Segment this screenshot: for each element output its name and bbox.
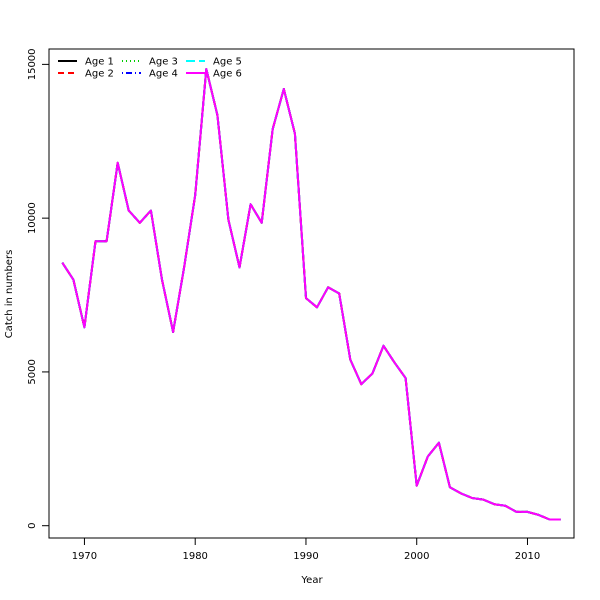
legend-label-age-3: Age 3 bbox=[149, 57, 178, 68]
y-tick-label: 5000 bbox=[27, 359, 38, 384]
plot-frame bbox=[48, 48, 575, 539]
x-tick-label: 1990 bbox=[293, 551, 318, 562]
series-layer bbox=[61, 68, 561, 521]
x-tick-label: 2000 bbox=[404, 551, 429, 562]
y-axis-label: Catch in numbers bbox=[4, 250, 15, 339]
x-tick-label: 1970 bbox=[72, 551, 97, 562]
series-line-age-5 bbox=[61, 68, 561, 521]
y-tick-label: 15000 bbox=[27, 48, 38, 80]
series-line-age-6 bbox=[61, 68, 561, 521]
legend-label-age-2: Age 2 bbox=[85, 69, 114, 80]
legend-label-age-4: Age 4 bbox=[149, 69, 178, 80]
series-line-age-4 bbox=[61, 68, 561, 521]
series-line-age-2 bbox=[61, 68, 561, 521]
legend-label-age-5: Age 5 bbox=[213, 57, 242, 68]
legend-label-age-1: Age 1 bbox=[85, 57, 114, 68]
x-tick-label: 2010 bbox=[515, 551, 540, 562]
y-tick-label: 0 bbox=[27, 523, 38, 529]
series-line-age-1 bbox=[61, 68, 561, 521]
x-axis: 1970 1980 1990 2000 2010 bbox=[72, 537, 540, 562]
y-axis: 0 5000 10000 15000 bbox=[27, 48, 50, 529]
legend-label-age-6: Age 6 bbox=[213, 69, 242, 80]
series-line-age-3 bbox=[61, 68, 561, 521]
y-tick-label: 10000 bbox=[27, 202, 38, 234]
x-axis-label: Year bbox=[300, 575, 323, 586]
x-tick-label: 1980 bbox=[182, 551, 207, 562]
